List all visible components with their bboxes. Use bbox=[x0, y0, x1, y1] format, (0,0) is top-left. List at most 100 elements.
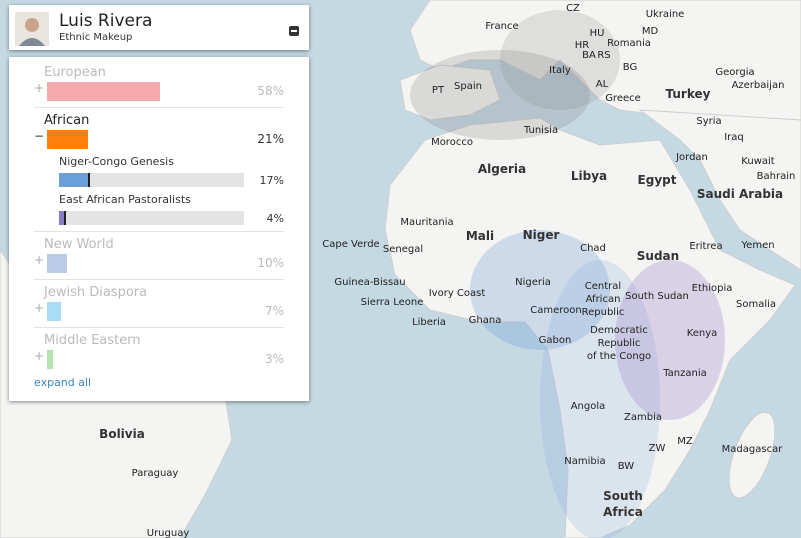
map-label: Yemen bbox=[740, 240, 774, 251]
map-label: Mauritania bbox=[400, 217, 453, 228]
map-label: Iraq bbox=[724, 132, 744, 143]
ancestry-panel: European +58% African −21% Niger-Congo Genes… bbox=[9, 57, 309, 401]
header-subtitle: Ethnic Makeup bbox=[59, 32, 133, 43]
iberia bbox=[399, 64, 501, 121]
map-label: Italy bbox=[549, 65, 571, 76]
separator bbox=[34, 279, 284, 280]
map-label: Cape Verde bbox=[322, 239, 379, 250]
collapse-button[interactable] bbox=[289, 26, 299, 36]
map-label: African bbox=[586, 294, 621, 305]
map-label: Ethiopia bbox=[692, 283, 733, 294]
group-percent: 58% bbox=[257, 84, 284, 98]
group-percent: 3% bbox=[264, 352, 284, 366]
separator bbox=[34, 107, 284, 108]
map-label: Ukraine bbox=[646, 9, 685, 20]
map-label: Madagascar bbox=[722, 444, 784, 455]
group-name[interactable]: New World bbox=[44, 237, 114, 252]
map-label: Republic bbox=[598, 338, 641, 349]
map-label: Saudi Arabia bbox=[697, 187, 783, 201]
subgroup-bar bbox=[59, 211, 67, 225]
heat bbox=[410, 10, 725, 538]
map-label: Eritrea bbox=[689, 241, 722, 252]
subgroup-track bbox=[59, 173, 244, 187]
avatar-head bbox=[25, 18, 39, 32]
map-label: Ghana bbox=[469, 315, 502, 326]
heat-west bbox=[470, 230, 610, 350]
map-label: BA bbox=[582, 50, 596, 61]
heat-europe bbox=[410, 50, 590, 140]
map-label: BG bbox=[623, 62, 637, 73]
map-label: Egypt bbox=[638, 173, 677, 187]
map-label: Sudan bbox=[637, 249, 679, 263]
map-label: Nigeria bbox=[515, 277, 551, 288]
heat-south bbox=[540, 260, 660, 538]
map-label: South bbox=[603, 489, 643, 503]
subgroup-bar bbox=[59, 173, 91, 187]
group-percent: 10% bbox=[257, 256, 284, 270]
heat-east bbox=[615, 260, 725, 420]
map-label: Georgia bbox=[715, 67, 754, 78]
map-label: Chad bbox=[580, 243, 606, 254]
map-label: France bbox=[485, 21, 518, 32]
avatar bbox=[15, 12, 49, 46]
subgroup-name: East African Pastoralists bbox=[59, 193, 191, 206]
map-label: MZ bbox=[677, 436, 693, 447]
group-bar bbox=[47, 302, 61, 321]
map-label: Republic bbox=[582, 307, 625, 318]
heat-europe bbox=[500, 10, 620, 110]
group-name[interactable]: European bbox=[44, 65, 106, 80]
map-label: Africa bbox=[603, 505, 643, 519]
avatar-body bbox=[19, 38, 45, 46]
subgroup-percent: 17% bbox=[259, 174, 284, 187]
madagascar bbox=[728, 411, 776, 499]
map-label: BW bbox=[618, 461, 635, 472]
map-label: Libya bbox=[571, 169, 607, 183]
map-label: Azerbaijan bbox=[732, 80, 785, 91]
map-label: Tanzania bbox=[662, 368, 707, 379]
subgroup-percent: 4% bbox=[266, 212, 284, 225]
separator bbox=[34, 231, 284, 232]
group-percent: 7% bbox=[264, 304, 284, 318]
map-label: Uruguay bbox=[147, 528, 190, 538]
map-label: Liberia bbox=[412, 317, 446, 328]
map-label: HU bbox=[590, 28, 605, 39]
subgroup-name: Niger-Congo Genesis bbox=[59, 155, 174, 168]
group-bar bbox=[47, 254, 67, 273]
map-label: Paraguay bbox=[132, 468, 179, 479]
map-label: HR bbox=[575, 40, 590, 51]
map-label: Democratic bbox=[590, 325, 648, 336]
map-label: Guinea-Bissau bbox=[334, 277, 405, 288]
user-name: Luis Rivera bbox=[59, 11, 153, 31]
map-label: PT bbox=[432, 85, 445, 96]
subgroup-track bbox=[59, 211, 244, 225]
map-labels: France CZ Ukraine HR HU Romania MD BA RS… bbox=[99, 3, 795, 538]
map-label: Turkey bbox=[666, 87, 711, 101]
map-label: AL bbox=[596, 79, 609, 90]
toggle[interactable]: + bbox=[34, 349, 45, 363]
map-label: Namibia bbox=[564, 456, 605, 467]
toggle[interactable]: + bbox=[34, 301, 45, 315]
map-label: Mali bbox=[466, 229, 494, 243]
map-label: South Sudan bbox=[625, 291, 689, 302]
map-label: Gabon bbox=[539, 335, 572, 346]
group-name[interactable]: Jewish Diaspora bbox=[44, 285, 148, 300]
toggle[interactable]: + bbox=[34, 253, 45, 267]
arabia bbox=[638, 109, 801, 271]
africa bbox=[384, 117, 796, 538]
group-name[interactable]: Middle Eastern bbox=[44, 333, 141, 348]
map-label: RS bbox=[597, 50, 610, 61]
toggle[interactable]: + bbox=[34, 81, 45, 95]
toggle[interactable]: − bbox=[34, 129, 45, 143]
map-label: Tunisia bbox=[523, 125, 558, 136]
map-label: ZW bbox=[649, 443, 666, 454]
map-label: Somalia bbox=[736, 299, 776, 310]
expand-all[interactable]: expand all bbox=[34, 376, 92, 389]
map-label: Algeria bbox=[478, 162, 526, 176]
map-label: of the Congo bbox=[587, 351, 651, 362]
map-label: Spain bbox=[454, 81, 482, 92]
map-label: Central bbox=[585, 281, 621, 292]
map-label: Sierra Leone bbox=[361, 297, 424, 308]
group-name[interactable]: African bbox=[44, 113, 90, 128]
map-label: MD bbox=[642, 26, 659, 37]
profile-header: Luis Rivera Ethnic Makeup bbox=[9, 5, 309, 50]
